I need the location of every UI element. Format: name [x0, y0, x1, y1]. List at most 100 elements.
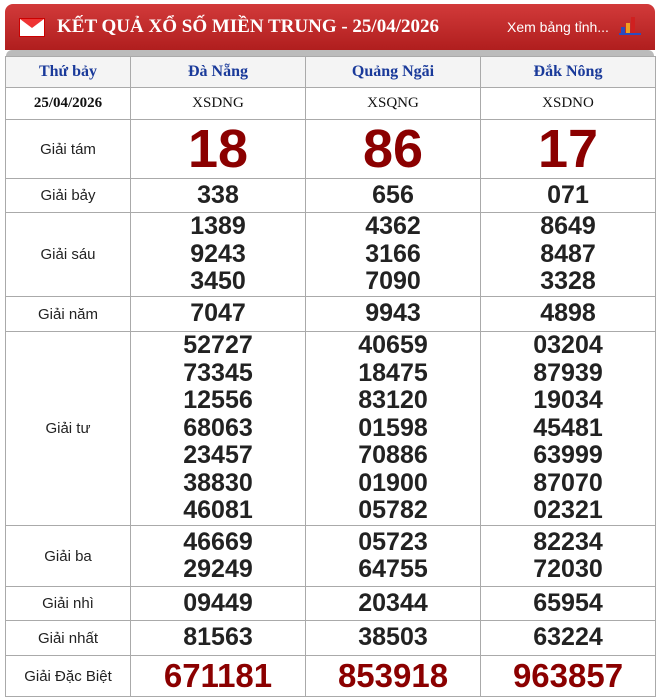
prize-cell: 09449: [130, 586, 306, 621]
prize-cell: 7047: [130, 296, 306, 332]
prize-number: 671181: [163, 657, 273, 694]
prize-number: 03204: [533, 331, 603, 360]
prize-cell: 18: [130, 119, 306, 179]
prize-number: 963857: [512, 657, 624, 694]
prize-number: 63999: [533, 441, 603, 470]
prize-cell: 38503: [305, 620, 481, 656]
prize-number: 7047: [190, 299, 246, 328]
prize-number: 8649: [540, 212, 596, 241]
province-header[interactable]: Đà Nẵng: [130, 56, 306, 88]
prize-number: 46669: [183, 527, 253, 556]
day-of-week: Thứ bảy: [5, 56, 131, 88]
prize-number: 87939: [533, 358, 603, 387]
prize-cell: 1389 9243 3450: [130, 212, 306, 297]
results-table: Thứ bảy Đà Nẵng Quảng Ngãi Đắk Nông 25/0…: [5, 56, 656, 697]
prize-number: 70886: [358, 441, 428, 470]
prize-cell: 82234 72030: [480, 525, 656, 587]
prize-number: 9943: [365, 299, 421, 328]
prize-row: Giải tám 18 86 17: [5, 119, 656, 179]
prize-row: Giải Đặc Biệt 671181 853918 963857: [5, 655, 656, 697]
province-code[interactable]: XSDNO: [480, 87, 656, 120]
prize-number: 02321: [533, 496, 603, 525]
prize-number: 83120: [358, 386, 428, 415]
prize-cell: 853918: [305, 655, 481, 697]
prize-cell: 03204 87939 19034 45481 63999 87070 02321: [480, 331, 656, 526]
prize-number: 656: [372, 180, 414, 209]
prize-number: 63224: [533, 623, 603, 652]
prize-label: Giải ba: [5, 525, 131, 587]
prize-number: 9243: [190, 239, 246, 268]
prize-cell: 63224: [480, 620, 656, 656]
prize-cell: 17: [480, 119, 656, 179]
prize-number: 18475: [358, 358, 428, 387]
prize-number: 52727: [183, 331, 253, 360]
prize-cell: 05723 64755: [305, 525, 481, 587]
prize-number: 40659: [358, 331, 428, 360]
prize-row: Giải tư 52727 73345 12556 68063 23457 38830 460…: [5, 331, 656, 526]
prize-cell: 8649 8487 3328: [480, 212, 656, 297]
prize-number: 29249: [183, 555, 253, 583]
mail-icon: [19, 18, 45, 37]
prize-label: Giải bảy: [5, 178, 131, 213]
prize-number: 72030: [533, 555, 603, 583]
prize-label: Giải tám: [5, 119, 131, 179]
prize-cell: 671181: [130, 655, 306, 697]
prize-number: 64755: [358, 555, 428, 583]
prize-cell: 86: [305, 119, 481, 179]
prize-number: 38830: [183, 468, 253, 497]
prize-cell: 65954: [480, 586, 656, 621]
prize-number: 87070: [533, 468, 603, 497]
draw-date: 25/04/2026: [5, 87, 131, 120]
bar-chart-icon[interactable]: [619, 17, 641, 35]
prize-number: 18: [187, 119, 249, 179]
panel-title: KẾT QUẢ XỔ SỐ MIỀN TRUNG - 25/04/2026: [57, 16, 439, 37]
prize-number: 68063: [183, 413, 253, 442]
prize-cell: 9943: [305, 296, 481, 332]
prize-cell: 963857: [480, 655, 656, 697]
prize-number: 338: [197, 180, 239, 209]
view-province-table-link[interactable]: Xem bảng tỉnh...: [507, 19, 609, 35]
province-header[interactable]: Đắk Nông: [480, 56, 656, 88]
prize-number: 82234: [533, 527, 603, 556]
prize-row: Giải sáu 1389 9243 3450 4362 3166 7090 8649 8487…: [5, 212, 656, 297]
prize-number: 853918: [337, 657, 449, 694]
province-code[interactable]: XSQNG: [305, 87, 481, 120]
prize-row: Giải bảy 338 656 071: [5, 178, 656, 213]
prize-label: Giải Đặc Biệt: [5, 655, 131, 697]
province-code[interactable]: XSDNG: [130, 87, 306, 120]
prize-number: 4362: [365, 212, 421, 241]
prize-cell: 46669 29249: [130, 525, 306, 587]
prize-row: Giải nhì 09449 20344 65954: [5, 586, 656, 621]
prize-number: 46081: [183, 496, 253, 525]
prize-number: 1389: [190, 212, 246, 241]
prize-number: 071: [547, 180, 589, 209]
prize-number: 86: [362, 119, 424, 179]
date-row: 25/04/2026 XSDNG XSQNG XSDNO: [5, 87, 656, 120]
prize-number: 05723: [358, 527, 428, 556]
prize-number: 23457: [183, 441, 253, 470]
prize-label: Giải nhì: [5, 586, 131, 621]
panel-header: KẾT QUẢ XỔ SỐ MIỀN TRUNG - 25/04/2026 Xe…: [5, 4, 655, 50]
prize-cell: 338: [130, 178, 306, 213]
prize-cell: 4362 3166 7090: [305, 212, 481, 297]
prize-label: Giải nhất: [5, 620, 131, 656]
prize-cell: 52727 73345 12556 68063 23457 38830 46081: [130, 331, 306, 526]
prize-cell: 656: [305, 178, 481, 213]
prize-cell: 4898: [480, 296, 656, 332]
prize-number: 3328: [540, 267, 596, 296]
prize-number: 3450: [190, 267, 246, 296]
prize-number: 09449: [183, 588, 253, 617]
prize-number: 05782: [358, 496, 428, 525]
province-header[interactable]: Quảng Ngãi: [305, 56, 481, 88]
province-header-row: Thứ bảy Đà Nẵng Quảng Ngãi Đắk Nông: [5, 56, 656, 88]
prize-number: 73345: [183, 358, 253, 387]
prize-number: 7090: [365, 267, 421, 296]
prize-number: 81563: [183, 623, 253, 652]
prize-number: 19034: [533, 386, 603, 415]
prize-number: 65954: [533, 588, 603, 617]
prize-row: Giải ba 46669 29249 05723 64755 82234 72030: [5, 525, 656, 587]
prize-number: 8487: [540, 239, 596, 268]
prize-label: Giải tư: [5, 331, 131, 526]
prize-row: Giải nhất 81563 38503 63224: [5, 620, 656, 656]
prize-label: Giải sáu: [5, 212, 131, 297]
